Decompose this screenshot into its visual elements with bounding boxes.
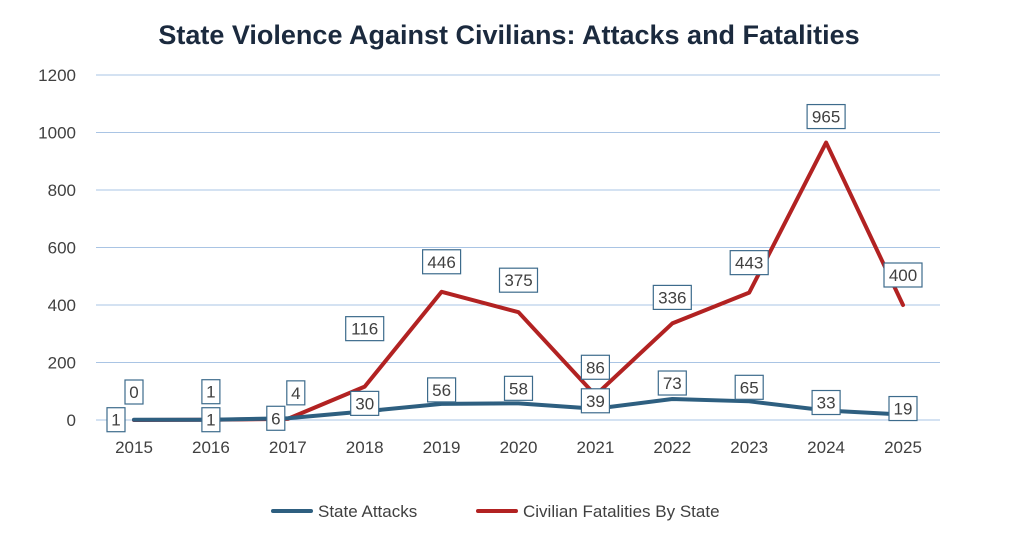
data-label-text: 0 <box>129 383 138 402</box>
data-label-text: 19 <box>894 400 913 419</box>
fatalities-data-label: 446 <box>422 249 462 275</box>
data-label-box <box>106 407 126 433</box>
x-tick-label: 2023 <box>730 438 768 457</box>
data-label-box <box>580 388 611 414</box>
attacks-data-label: 73 <box>657 370 687 396</box>
data-label-text: 65 <box>740 378 759 397</box>
y-tick-label: 1200 <box>38 66 76 85</box>
x-tick-label: 2020 <box>500 438 538 457</box>
attacks-data-label: 56 <box>427 377 457 403</box>
fatalities-data-label: 4 <box>286 380 306 406</box>
fatalities-data-label: 965 <box>806 103 846 130</box>
attacks-data-label: 58 <box>503 375 534 401</box>
data-label-text: 965 <box>812 108 840 127</box>
data-label-text: 1 <box>111 411 120 430</box>
data-label-box <box>652 284 692 310</box>
chart-title: State Violence Against Civilians: Attack… <box>158 20 859 50</box>
fatalities-data-label: 375 <box>498 267 539 293</box>
data-label-text: 58 <box>509 379 528 398</box>
grid-lines <box>96 74 940 421</box>
y-tick-label: 800 <box>48 181 76 200</box>
attacks-data-label: 19 <box>888 395 918 422</box>
x-axis-ticks: 2015 2016 2017 2018 2019 2020 2021 2022 2023 2024… <box>115 438 922 457</box>
fatalities-data-label: 1 <box>201 379 221 405</box>
data-label-text: 73 <box>663 374 682 393</box>
y-tick-label: 600 <box>48 239 76 258</box>
data-label-box <box>427 377 457 403</box>
data-label-text: 400 <box>889 266 917 285</box>
y-tick-label: 200 <box>48 354 76 373</box>
data-label-text: 446 <box>427 253 455 272</box>
x-tick-label: 2022 <box>653 438 691 457</box>
legend-label: Civilian Fatalities By State <box>523 502 720 521</box>
data-label-text: 30 <box>355 394 374 413</box>
fatalities-data-label: 86 <box>580 354 611 380</box>
data-label-text: 33 <box>817 394 836 413</box>
data-label-text: 443 <box>735 254 763 273</box>
data-label-text: 6 <box>271 409 280 428</box>
data-label-box <box>729 250 769 276</box>
data-label-box <box>503 375 534 401</box>
attacks-data-label: 39 <box>580 388 611 414</box>
data-label-box <box>811 389 841 416</box>
legend-item: Civilian Fatalities By State <box>476 502 720 521</box>
data-label-box <box>498 267 539 293</box>
data-label-box <box>888 395 918 422</box>
data-label-text: 336 <box>658 288 686 307</box>
x-tick-label: 2017 <box>269 438 307 457</box>
attacks-data-label: 33 <box>811 389 841 416</box>
y-tick-label: 0 <box>67 411 76 430</box>
data-label-box <box>806 103 846 130</box>
attacks-data-label: 65 <box>734 374 764 400</box>
x-tick-label: 2018 <box>346 438 384 457</box>
fatalities-data-label: 336 <box>652 284 692 310</box>
attacks-data-label: 30 <box>350 390 380 416</box>
data-label-box <box>734 374 764 400</box>
fatalities-data-label: 400 <box>883 262 923 288</box>
data-label-text: 1 <box>206 411 215 430</box>
data-label-box <box>883 262 923 288</box>
fatalities-data-label: 443 <box>729 250 769 276</box>
data-label-box <box>266 405 286 431</box>
fatalities-data-label: 0 <box>124 379 144 405</box>
data-label-box <box>580 354 611 380</box>
data-label-text: 1 <box>206 383 215 402</box>
x-tick-label: 2025 <box>884 438 922 457</box>
data-label-box <box>350 390 380 416</box>
data-label-box <box>345 316 385 342</box>
x-tick-label: 2021 <box>576 438 614 457</box>
x-tick-label: 2019 <box>423 438 461 457</box>
data-label-text: 375 <box>504 271 532 290</box>
data-label-box <box>286 380 306 406</box>
data-label-box <box>657 370 687 396</box>
data-label-text: 56 <box>432 381 451 400</box>
y-tick-label: 1000 <box>38 124 76 143</box>
x-tick-label: 2015 <box>115 438 153 457</box>
data-label-box <box>201 407 221 433</box>
data-label-box <box>124 379 144 405</box>
data-label-text: 116 <box>351 320 378 339</box>
attacks-data-label: 1 <box>106 407 126 433</box>
fatalities-data-label: 116 <box>345 316 385 342</box>
data-label-box <box>201 379 221 405</box>
attacks-data-label: 6 <box>266 405 286 431</box>
data-label-box <box>422 249 462 275</box>
legend: State Attacks Civilian Fatalities By Stat… <box>271 502 720 521</box>
legend-item: State Attacks <box>271 502 417 521</box>
legend-label: State Attacks <box>318 502 417 521</box>
y-axis-ticks: 0 200 400 600 800 1000 1200 <box>38 66 76 430</box>
x-tick-label: 2024 <box>807 438 845 457</box>
y-tick-label: 400 <box>48 296 76 315</box>
attacks-data-label: 1 <box>201 407 221 433</box>
series-lines <box>132 140 905 422</box>
data-label-text: 39 <box>586 392 605 411</box>
data-label-text: 86 <box>586 358 605 377</box>
x-tick-label: 2016 <box>192 438 230 457</box>
data-label-text: 4 <box>291 384 300 403</box>
series-line-state-attacks <box>132 397 905 422</box>
